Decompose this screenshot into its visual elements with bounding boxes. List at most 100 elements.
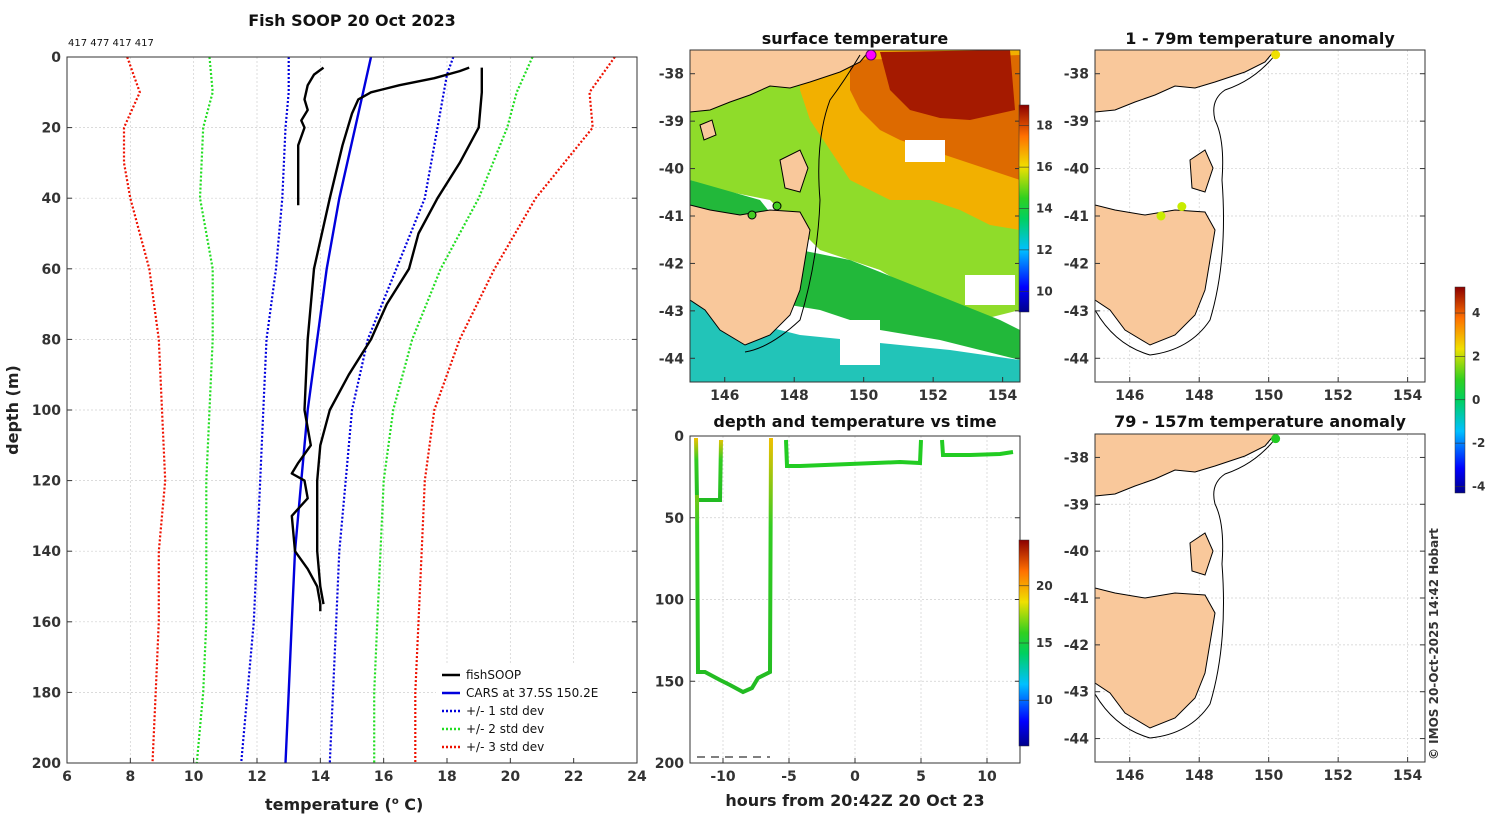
anomaly-lower-map [1095, 434, 1276, 739]
dtCB-label-10: 10 [1036, 693, 1053, 707]
profile-line--3-std [122, 56, 167, 764]
sst-y-label--40: -40 [659, 162, 685, 178]
anomaly-upper-map [1095, 50, 1276, 356]
profile-x-label-6: 6 [62, 769, 72, 785]
sst-map-area [690, 50, 1020, 382]
depth-time-panel: depth and temperature vs time -10 -5 0 5 10 … [655, 412, 1053, 810]
profile-y-label: depth (m) [3, 365, 22, 455]
a2-shelf-contour [1095, 438, 1276, 739]
profile-y-label-100: 100 [32, 403, 61, 419]
a1-land-mainland [1095, 50, 1276, 113]
legend-std1: +/- 1 std dev [466, 704, 544, 718]
sst-marker-2 [772, 201, 782, 211]
anomaly-upper-title: 1 - 79m temperature anomaly [1125, 29, 1395, 48]
a1-y-label--41: -41 [1064, 209, 1089, 225]
a2-x-label-154: 154 [1393, 768, 1422, 784]
sst-land-king [699, 119, 717, 141]
anomaly-colorbar [1454, 286, 1466, 494]
a2-y-label--44: -44 [1064, 732, 1090, 748]
sst-y-label--42: -42 [659, 256, 684, 272]
dt-y-label-100: 100 [655, 593, 684, 609]
dtCB-label-20: 20 [1036, 579, 1053, 593]
dt-y-label-150: 150 [655, 674, 684, 690]
depth-time-x-ticks: -10 -5 0 5 10 [710, 758, 997, 785]
profile-counts: 417 477 417 417 [68, 38, 154, 49]
a2-y-label--38: -38 [1064, 450, 1089, 466]
anCB-label-2: 2 [1472, 349, 1480, 363]
dt-x-label-0: 0 [850, 769, 860, 785]
dt-x-label-10: 10 [977, 769, 997, 785]
sst-cloud-3 [905, 140, 945, 162]
anomaly-lower-points [1271, 434, 1281, 444]
a1-x-label-152: 152 [1324, 388, 1353, 404]
profile-x-label: temperature (o C) [265, 795, 423, 814]
sst-shelf-contour [744, 54, 861, 353]
dt-y-label-200: 200 [655, 756, 684, 772]
a2-land-mainland [1095, 434, 1276, 497]
anomaly-colorbar-ticks: 4 2 0 -2 -4 [1455, 306, 1485, 493]
dtCB-label-15: 15 [1036, 636, 1053, 650]
a2-x-label-150: 150 [1254, 768, 1283, 784]
profile-legend: fishSOOP CARS at 37.5S 150.2E +/- 1 std … [436, 664, 632, 758]
sst-y-ticks: -38 -39 -40 -41 -42 -43 -44 [659, 67, 1020, 367]
a1-land-tasmania [1095, 204, 1216, 346]
profile-x-label-24: 24 [627, 769, 647, 785]
a2-x-label-146: 146 [1115, 768, 1144, 784]
credit-text: © IMOS 20-Oct-2025 14:42 Hobart [1427, 528, 1441, 760]
depth-time-grid [690, 435, 1020, 764]
profile-line-fishsoop-cast-3 [316, 67, 483, 605]
profile-x-label-18: 18 [437, 769, 456, 785]
legend-std2: +/- 2 std dev [466, 722, 544, 736]
anomaly-upper-points [1156, 50, 1281, 221]
depth-time-title: depth and temperature vs time [713, 412, 996, 431]
profile-y-label-140: 140 [32, 544, 61, 560]
sstCB-label-10: 10 [1036, 284, 1053, 298]
depth-time-y-ticks: 0 50 100 150 200 [655, 429, 1020, 772]
a2-y-label--41: -41 [1064, 591, 1089, 607]
sst-map-panel: surface temperature 146 148 150 152 154 -38-… [659, 29, 1053, 404]
a2-land-flinders [1189, 532, 1214, 576]
anomaly-lower-panel: 79 - 157m temperature anomaly 146 148 150 1… [1064, 412, 1426, 784]
a1-y-ticks: -38 -39 -40 -41 -42 -43 -44 [1064, 67, 1425, 367]
a2-x-ticks: 146 148 150 152 154 [1115, 757, 1422, 784]
profile-x-label-16: 16 [374, 769, 393, 785]
profile-series [122, 56, 616, 764]
anCB-label--4: -4 [1472, 479, 1485, 493]
a2Pts-point-0 [1271, 434, 1281, 444]
a1-y-label--43: -43 [1064, 304, 1089, 320]
sst-land-flinders [779, 149, 809, 193]
a1-y-label--42: -42 [1064, 256, 1089, 272]
profile-y-label-200: 200 [32, 756, 61, 772]
dt-x-label--10: -10 [710, 769, 736, 785]
sst-cloud-1 [840, 320, 880, 365]
profile-y-label-180: 180 [32, 685, 61, 701]
profile-line--2-std [373, 56, 534, 763]
a1-x-label-146: 146 [1115, 388, 1144, 404]
track-segment-4 [940, 439, 1014, 457]
sst-colorbar-ticks: 10 12 14 16 18 [1019, 119, 1053, 298]
sstCB-label-16: 16 [1036, 160, 1053, 174]
track-segment-1 [694, 437, 723, 502]
figure-title: Fish SOOP 20 Oct 2023 [248, 11, 456, 30]
sst-y-label--38: -38 [659, 67, 684, 83]
a2-y-label--40: -40 [1064, 544, 1090, 560]
dt-x-label--5: -5 [781, 769, 797, 785]
anomaly-upper-panel: 1 - 79m temperature anomaly 146 148 150 152… [1064, 29, 1426, 404]
a1-y-label--44: -44 [1064, 351, 1090, 367]
dt-y-label-0: 0 [674, 429, 684, 445]
profile-line-fishsoop-cast-2 [290, 66, 470, 612]
profile-line--1-std [240, 57, 290, 764]
sst-y-label--41: -41 [659, 209, 684, 225]
a2-x-label-152: 152 [1324, 768, 1353, 784]
profile-x-label-14: 14 [311, 769, 331, 785]
depth-time-track [694, 437, 1014, 758]
profile-line--2-std [195, 56, 214, 764]
profile-y-label-80: 80 [42, 332, 62, 348]
sst-field-hot [880, 50, 1015, 120]
a1-shelf-contour [1095, 54, 1276, 356]
legend-std3: +/- 3 std dev [466, 740, 544, 754]
sst-map-title: surface temperature [762, 29, 949, 48]
a1-y-label--40: -40 [1064, 162, 1090, 178]
profile-x-label-20: 20 [501, 769, 521, 785]
legend-fishsoop: fishSOOP [466, 668, 521, 682]
